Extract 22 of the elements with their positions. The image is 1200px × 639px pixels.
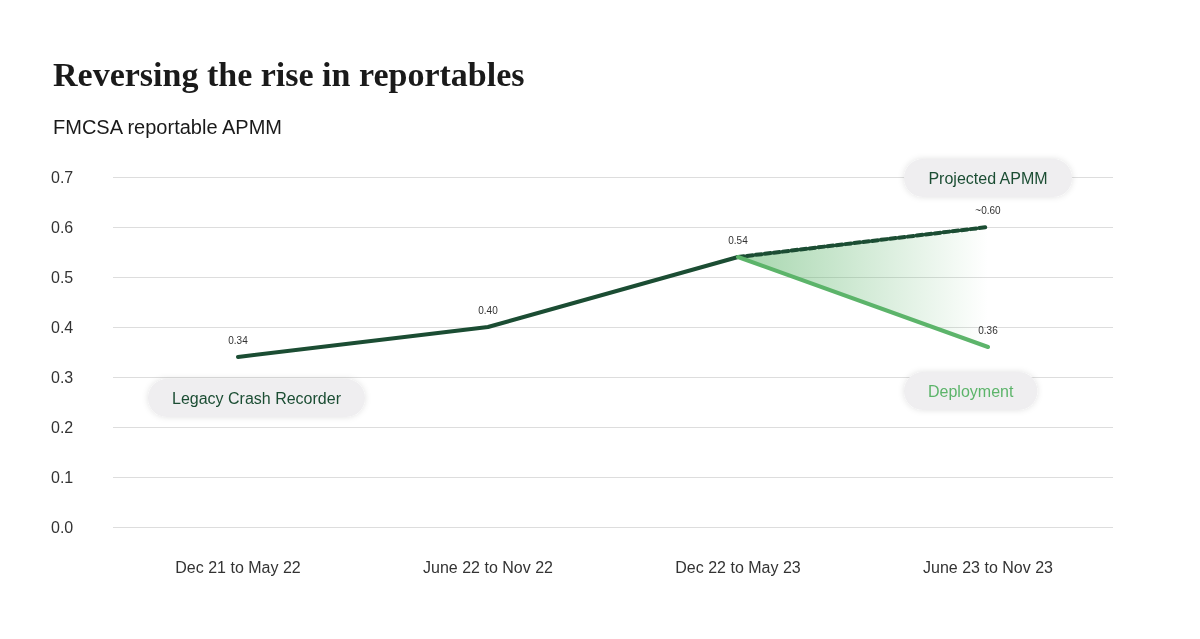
text: Projected APMM <box>928 169 1048 187</box>
y-tick-label: 0.2 <box>51 418 74 436</box>
x-tick-label: June 22 to Nov 22 <box>423 558 554 576</box>
chart-title: Reversing the rise in reportables <box>53 55 525 93</box>
y-tick-label: 0.4 <box>51 318 74 336</box>
chart-subtitle: FMCSA reportable APMM <box>53 116 282 138</box>
x-tick-label: Dec 22 to May 23 <box>675 558 801 576</box>
x-tick-label: Dec 21 to May 22 <box>175 558 301 576</box>
y-tick-label: 0.0 <box>51 518 74 536</box>
y-tick-label: 0.5 <box>51 268 74 286</box>
y-tick-label: 0.6 <box>51 218 74 236</box>
data-label: 0.54 <box>728 234 749 246</box>
y-tick-label: 0.1 <box>51 468 74 486</box>
text: Deployment <box>928 382 1014 400</box>
text: Legacy Crash Recorder <box>172 389 342 407</box>
data-label: 0.40 <box>478 304 499 316</box>
data-label: 0.34 <box>228 334 249 346</box>
x-tick-label: June 23 to Nov 23 <box>923 558 1054 576</box>
data-label: 0.36 <box>978 324 999 336</box>
data-label: ~0.60 <box>975 204 1002 216</box>
y-tick-label: 0.7 <box>51 168 74 186</box>
y-tick-label: 0.3 <box>51 368 74 386</box>
